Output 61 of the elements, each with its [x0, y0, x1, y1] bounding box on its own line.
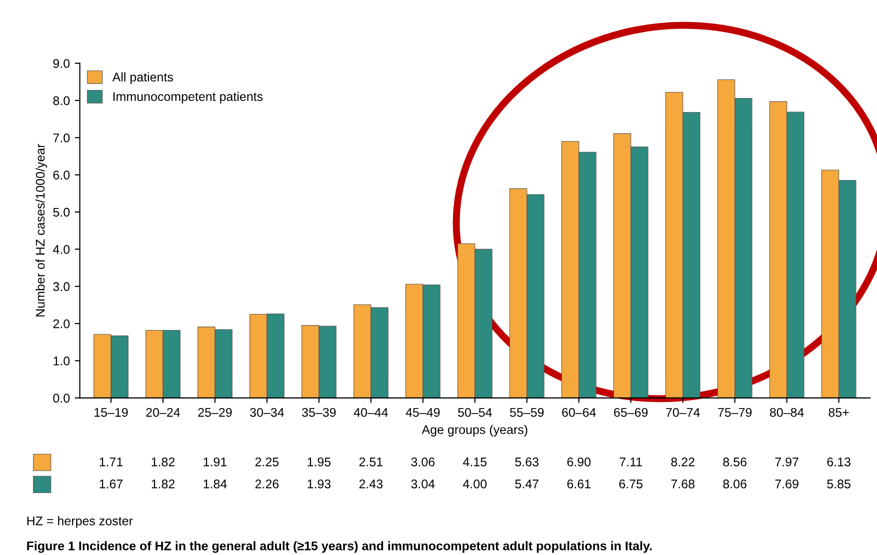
x-tick-label: 45–49: [406, 408, 440, 417]
data-label: 6.75: [619, 480, 642, 488]
data-label: 2.43: [359, 480, 383, 488]
y-tick-label: 7.0: [53, 133, 70, 142]
data-label: 1.82: [152, 480, 175, 488]
data-label: 4.15: [463, 458, 487, 466]
y-axis-title: Number of HZ cases/1000/year: [36, 144, 48, 316]
data-label: 7.69: [775, 480, 798, 488]
data-label: 2.51: [359, 458, 382, 466]
x-tick-label: 15–19: [94, 408, 128, 417]
data-label: 6.61: [567, 480, 590, 488]
data-label: 7.97: [775, 458, 798, 466]
data-label: 5.85: [827, 480, 850, 488]
data-label: 1.71: [100, 458, 123, 466]
y-tick-label: 4.0: [52, 244, 70, 254]
legend-label: All patients: [112, 72, 173, 84]
x-tick-label: 55–59: [510, 408, 544, 417]
data-label: 3.06: [411, 458, 435, 466]
x-tick-label: 60–64: [562, 408, 596, 417]
x-tick-label: 65–69: [614, 408, 648, 417]
y-tick-label: 6.0: [53, 170, 70, 180]
x-tick-label: 40–44: [354, 408, 388, 417]
y-tick-label: 1.0: [54, 356, 70, 366]
x-tick-label: 75–79: [718, 408, 752, 417]
x-tick-label: 30–34: [250, 408, 284, 417]
y-tick-label: 3.0: [53, 282, 70, 292]
data-label: 2.26: [255, 480, 279, 488]
data-label: 2.25: [255, 458, 279, 466]
data-label: 8.06: [723, 480, 746, 488]
x-tick-label: 70–74: [666, 408, 700, 417]
data-label: 1.93: [308, 480, 331, 488]
y-tick-label: 0.0: [53, 394, 70, 403]
x-tick-label: 25–29: [198, 408, 232, 417]
x-tick-label: 20–24: [146, 408, 180, 417]
data-label: 6.90: [567, 458, 591, 466]
y-tick-label: 2.0: [53, 319, 70, 328]
data-label: 3.04: [411, 480, 435, 488]
x-tick-label: 35–39: [302, 408, 336, 417]
data-label: 1.84: [204, 480, 227, 488]
data-label: 4.00: [463, 480, 487, 488]
data-label: 7.11: [620, 458, 642, 466]
x-tick-label: 85+: [828, 408, 849, 417]
text: Figure 1 Incidence of HZ in the general adult (≥15 years) and immunocompetent adult populations in Italy.: [27, 541, 652, 553]
data-label: 8.56: [723, 458, 746, 466]
legend-label: Immunocompetent patients: [113, 92, 263, 104]
y-tick-label: 5.0: [53, 208, 70, 217]
data-label: 5.63: [515, 458, 538, 466]
data-label: 1.91: [204, 458, 227, 466]
y-tick-label: 8.0: [53, 96, 70, 106]
data-label: 1.95: [308, 458, 331, 466]
data-label: 7.68: [671, 480, 694, 488]
x-tick-label: 80–84: [770, 408, 804, 417]
x-tick-label: 50–54: [458, 408, 492, 417]
data-label: 5.47: [515, 480, 538, 488]
data-label: 1.82: [152, 458, 175, 466]
y-tick-label: 9.0: [53, 59, 70, 68]
text: HZ = herpes zoster: [27, 516, 133, 528]
data-label: 8.22: [671, 458, 694, 466]
data-label: 1.67: [100, 480, 123, 488]
data-label: 6.13: [827, 458, 850, 466]
x-axis-title: Age groups (years): [422, 424, 528, 437]
